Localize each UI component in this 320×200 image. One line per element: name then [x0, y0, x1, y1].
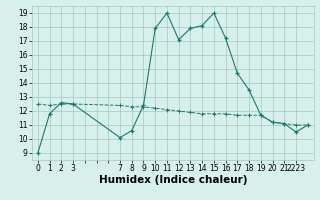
X-axis label: Humidex (Indice chaleur): Humidex (Indice chaleur) — [99, 175, 247, 185]
